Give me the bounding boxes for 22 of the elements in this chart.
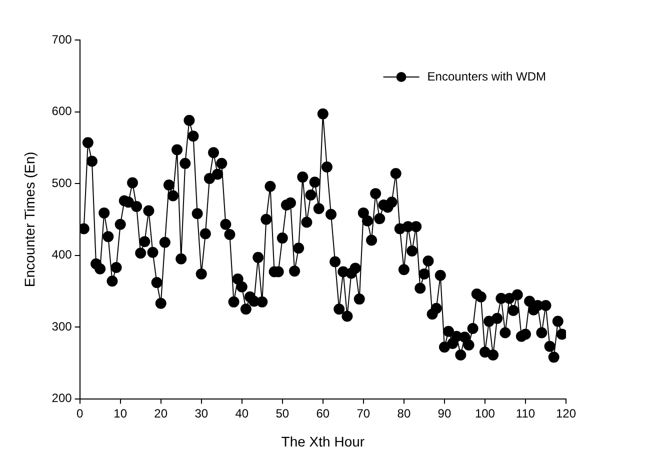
y-tick-label: 500 (52, 176, 72, 190)
x-tick-label: 30 (194, 406, 208, 420)
x-tick-label: 20 (154, 406, 168, 420)
x-tick-label: 110 (516, 406, 536, 420)
x-tick-label: 120 (556, 406, 576, 420)
x-tick-label: 40 (235, 406, 249, 420)
y-tick-label: 200 (52, 391, 72, 406)
legend-label: Encounters with WDM (427, 69, 546, 84)
x-axis-title: The Xth Hour (281, 433, 365, 450)
y-tick-label: 700 (52, 32, 72, 46)
x-tick-label: 80 (397, 406, 411, 420)
y-axis-title: Encounter Times (En) (21, 152, 38, 288)
x-tick-label: 90 (438, 406, 452, 420)
x-tick-label: 50 (276, 406, 290, 420)
y-tick-label: 600 (52, 104, 72, 118)
y-tick-label: 300 (52, 319, 72, 334)
y-tick-label: 400 (52, 248, 72, 262)
x-tick-label: 60 (316, 406, 330, 420)
x-tick-label: 100 (474, 406, 496, 420)
x-tick-label: 0 (76, 406, 84, 420)
x-tick-label: 10 (114, 406, 128, 420)
x-tick-label: 70 (356, 406, 370, 420)
